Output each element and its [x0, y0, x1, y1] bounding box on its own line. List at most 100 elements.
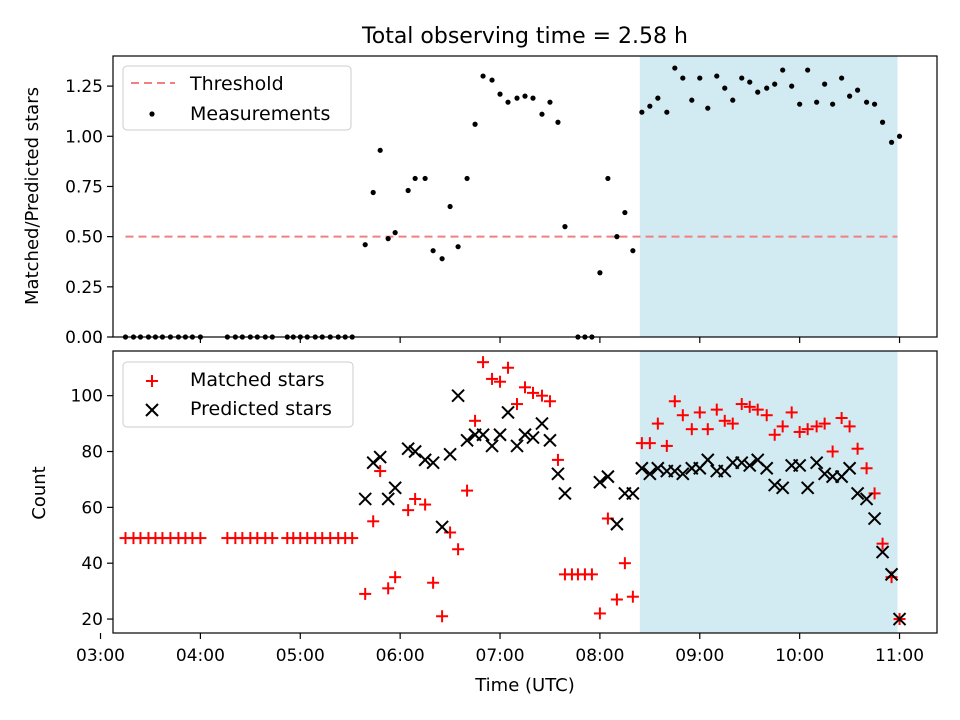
measurements-point	[739, 75, 745, 81]
matched-stars-point	[660, 439, 673, 452]
predicted-stars-point	[358, 492, 372, 506]
bottom-y-tick-label: 60	[81, 498, 103, 518]
measurements-point	[597, 270, 603, 276]
predicted-stars-point	[401, 442, 415, 456]
predicted-stars-point	[735, 455, 749, 470]
predicted-stars-point	[859, 492, 874, 506]
matched-stars-point	[511, 398, 524, 411]
predicted-stars-point	[800, 481, 815, 495]
matched-stars-point	[760, 409, 773, 422]
measurements-point	[377, 147, 383, 153]
predicted-stars-point	[443, 447, 457, 462]
top-y-tick-label: 0.75	[65, 177, 103, 197]
predicted-stars-point	[435, 520, 449, 534]
predicted-stars-point	[635, 461, 649, 475]
measurements-point	[680, 75, 686, 81]
matched-stars-point	[543, 395, 556, 408]
measurements-point	[730, 97, 736, 103]
bottom-x-tick-label: 03:00	[76, 646, 125, 666]
top-axes-frame	[112, 55, 938, 338]
measurements-point	[871, 101, 878, 107]
matched-stars-point	[868, 487, 881, 500]
matched-stars-point	[693, 406, 706, 419]
matched-stars-point	[585, 568, 598, 581]
predicted-stars-point	[610, 517, 624, 531]
measurements-point	[772, 81, 778, 87]
matched-stars-point	[826, 445, 839, 458]
measurements-point	[385, 236, 391, 242]
predicted-stars-point	[875, 545, 890, 559]
measurements-point	[839, 75, 845, 81]
predicted-stars-point	[601, 469, 615, 484]
measurements-point	[430, 248, 436, 254]
measurements-point	[439, 256, 445, 262]
matched-stars-point	[359, 587, 372, 600]
matched-stars-point	[469, 414, 482, 427]
predicted-stars-point	[460, 433, 474, 448]
predicted-stars-point	[817, 467, 832, 481]
chart-title: Total observing time = 2.58 h	[361, 24, 688, 49]
top-y-tick-label: 0.50	[65, 228, 103, 248]
matched-stars-point	[382, 582, 395, 595]
predicted-stars-point	[593, 475, 607, 489]
measurements-point	[362, 242, 368, 248]
matched-stars-point	[194, 532, 207, 545]
bottom-y-tick-label: 40	[81, 554, 103, 574]
measurements-point	[879, 119, 886, 125]
matched-stars-point	[735, 398, 748, 411]
measurements-point	[780, 67, 786, 73]
top-y-axis-label: Matched/Predicted stars	[22, 87, 43, 305]
measurements-point	[605, 175, 611, 182]
measurements-point	[722, 85, 728, 91]
measurements-point	[888, 139, 895, 145]
predicted-stars-point	[510, 439, 524, 453]
matched-stars-point	[818, 417, 831, 430]
bottom-highlight-span	[639, 351, 898, 633]
measurements-point	[755, 89, 761, 95]
measurements-point	[547, 99, 553, 105]
predicted-stars-point	[381, 492, 395, 506]
threshold-legend-label: Threshold	[189, 73, 284, 95]
matched-legend-label: Matched stars	[190, 369, 324, 391]
matched-legend-swatch	[146, 375, 158, 387]
matched-stars-point	[389, 571, 402, 584]
matched-stars-point	[835, 412, 848, 425]
top-panel: 0.00 0.25 0.50 0.75 1.00 1.25 Matched/Predict…	[22, 55, 938, 348]
bottom-x-tick-label: 09:00	[675, 646, 724, 666]
matched-stars-point	[346, 532, 359, 545]
matched-stars-point	[427, 576, 440, 589]
predicted-stars-point	[676, 467, 690, 481]
predicted-stars-point	[388, 481, 402, 495]
matched-stars-point	[860, 462, 873, 475]
top-highlight-span	[639, 56, 898, 337]
bottom-axes-frame	[112, 350, 938, 634]
matched-stars-point	[785, 406, 798, 419]
predicted-legend-swatch	[145, 403, 159, 417]
matched-stars-point	[452, 543, 465, 556]
matched-stars-point	[436, 610, 449, 623]
matched-stars-point	[502, 361, 515, 374]
measurements-legend-label: Measurements	[190, 103, 330, 125]
predicted-stars-point	[701, 453, 715, 467]
measurements-point	[655, 95, 661, 101]
measurements-point	[530, 95, 536, 101]
matched-stars-point	[676, 409, 689, 422]
top-y-tick-label: 0.25	[65, 278, 103, 298]
measurements-point	[489, 77, 495, 83]
bottom-y-tick-label: 20	[81, 610, 103, 630]
measurements-point	[370, 189, 376, 196]
measurements-point	[455, 244, 461, 250]
matched-stars-point	[801, 423, 814, 436]
predicted-stars-point	[476, 428, 490, 442]
measurements-point	[639, 109, 645, 115]
matched-stars-point	[444, 526, 457, 539]
predicted-stars-point	[535, 416, 549, 431]
predicted-stars-point	[485, 439, 499, 453]
matched-stars-point	[477, 356, 490, 369]
matched-stars-point	[461, 484, 474, 497]
predicted-stars-point	[884, 567, 899, 582]
predicted-stars-point	[373, 450, 387, 464]
measurements-point	[505, 99, 511, 105]
matched-stars-point	[551, 453, 564, 466]
